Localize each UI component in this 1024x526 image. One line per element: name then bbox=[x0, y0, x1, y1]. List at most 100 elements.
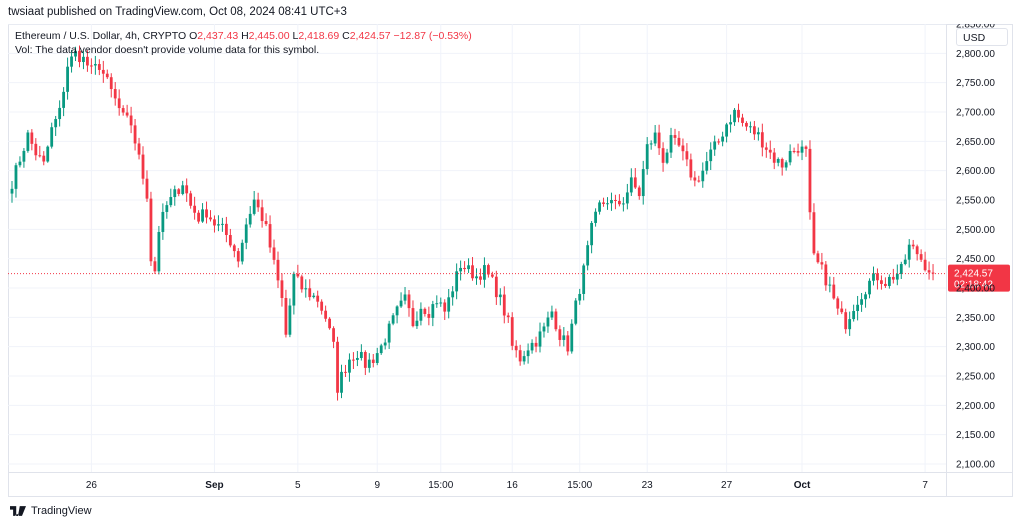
brand-name: TradingView bbox=[31, 505, 92, 517]
candle bbox=[808, 140, 812, 220]
candle bbox=[320, 299, 324, 315]
candle bbox=[534, 336, 538, 353]
low-value: 2,418.69 bbox=[298, 30, 340, 42]
candle-body bbox=[352, 359, 355, 361]
last-price-badge bbox=[948, 264, 1010, 292]
candle-body bbox=[538, 331, 542, 347]
candle bbox=[800, 140, 804, 161]
price-tick-label: 2,150.00 bbox=[956, 430, 995, 441]
candle bbox=[586, 240, 590, 271]
candle-body bbox=[78, 50, 81, 63]
candle-body bbox=[788, 151, 792, 163]
candle-body bbox=[18, 161, 22, 166]
candle bbox=[10, 181, 14, 203]
candle-body bbox=[185, 185, 189, 194]
candle bbox=[824, 261, 828, 291]
candle-body bbox=[423, 308, 427, 315]
time-axis: 26 Sep 5 9 15:00 16 15:00 23 27 Oct 7 bbox=[8, 472, 1013, 491]
candle bbox=[435, 295, 439, 308]
candle-body bbox=[776, 158, 780, 163]
candle-body bbox=[141, 154, 145, 179]
candle-body bbox=[320, 301, 324, 311]
time-tick-label: 7 bbox=[922, 480, 928, 491]
candle-body bbox=[586, 245, 590, 266]
candle-body bbox=[435, 303, 439, 305]
candle bbox=[403, 286, 407, 305]
candle bbox=[324, 305, 328, 322]
candle bbox=[629, 168, 633, 196]
candle bbox=[606, 197, 609, 210]
candle-body bbox=[30, 132, 34, 144]
candle bbox=[201, 203, 204, 223]
candle bbox=[657, 124, 661, 155]
candle-body bbox=[50, 127, 54, 147]
candle bbox=[784, 160, 788, 171]
candle bbox=[304, 279, 308, 298]
candle-body bbox=[756, 132, 760, 135]
candle-body bbox=[363, 351, 367, 368]
candle-body bbox=[359, 351, 363, 358]
low-label: L bbox=[292, 30, 299, 42]
currency-button[interactable]: USD bbox=[956, 28, 1008, 46]
candle bbox=[479, 268, 482, 285]
candle-body bbox=[752, 126, 756, 135]
footer-brand[interactable]: TradingView bbox=[10, 505, 92, 517]
candle bbox=[927, 261, 931, 280]
candle-body bbox=[887, 276, 891, 286]
candle bbox=[197, 210, 200, 224]
candle-body bbox=[197, 212, 200, 222]
candle-body bbox=[66, 66, 69, 92]
candle-body bbox=[22, 150, 26, 162]
candle bbox=[772, 148, 776, 170]
candle bbox=[375, 347, 379, 366]
candle bbox=[252, 190, 256, 216]
candle-body bbox=[693, 177, 697, 181]
candle-body bbox=[348, 359, 351, 373]
candle-body bbox=[232, 245, 236, 252]
candle bbox=[169, 188, 173, 208]
candle-body bbox=[264, 221, 268, 225]
candle bbox=[232, 243, 236, 258]
candle-body bbox=[494, 276, 498, 298]
candle-body bbox=[645, 144, 649, 170]
price-tick-label: 2,200.00 bbox=[956, 401, 995, 412]
candle-body bbox=[455, 271, 459, 292]
candle bbox=[316, 290, 320, 308]
candle-body bbox=[427, 314, 431, 318]
candle-body bbox=[328, 318, 331, 329]
candle bbox=[34, 138, 38, 161]
high-value: 2,445.00 bbox=[248, 30, 290, 42]
candle bbox=[256, 192, 260, 212]
time-tick-label: 15:00 bbox=[567, 480, 592, 491]
candle bbox=[97, 59, 101, 76]
candle bbox=[709, 142, 713, 171]
candle bbox=[399, 292, 403, 308]
candle bbox=[864, 291, 867, 308]
candle-body bbox=[578, 293, 582, 301]
close-label: C bbox=[342, 30, 350, 42]
candle-body bbox=[594, 211, 597, 223]
candle bbox=[224, 216, 228, 243]
candle-body bbox=[907, 244, 911, 260]
candle bbox=[578, 288, 582, 305]
candle bbox=[737, 103, 740, 123]
candle-body bbox=[804, 146, 808, 149]
candle bbox=[459, 260, 463, 281]
candle-body bbox=[856, 304, 860, 312]
candle-body bbox=[169, 197, 173, 206]
candle bbox=[133, 118, 137, 151]
candle-body bbox=[268, 224, 272, 248]
candle-body bbox=[657, 132, 661, 149]
candle-body bbox=[217, 224, 220, 226]
candle-body bbox=[562, 335, 566, 340]
candle bbox=[487, 263, 490, 278]
candle bbox=[546, 311, 550, 333]
candle bbox=[887, 274, 891, 289]
candle bbox=[121, 105, 125, 116]
candle bbox=[78, 45, 81, 68]
candle bbox=[677, 131, 681, 148]
candle bbox=[590, 220, 594, 254]
candle bbox=[240, 239, 244, 265]
candle-body bbox=[848, 319, 852, 330]
